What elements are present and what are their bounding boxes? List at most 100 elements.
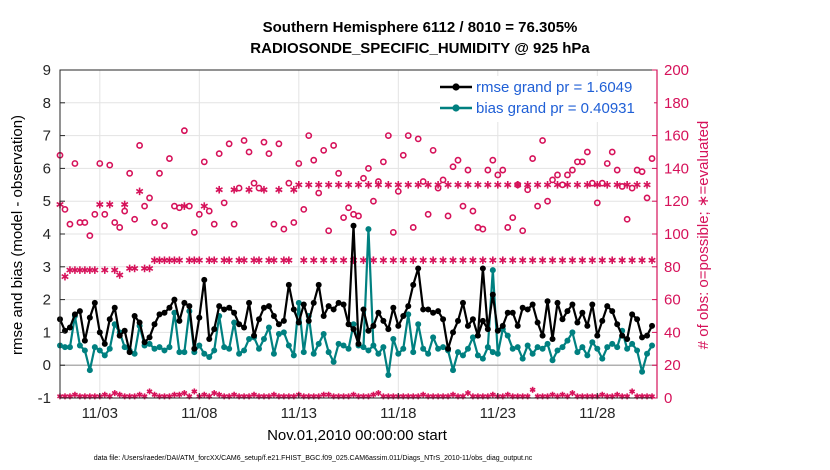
rmse-point	[280, 317, 287, 324]
rmse-point	[131, 313, 138, 319]
rmse-point	[395, 322, 402, 329]
rmse-point	[459, 299, 466, 306]
rmse-point	[211, 326, 218, 333]
bias-point	[156, 344, 163, 351]
obs-evaluated-point	[145, 264, 154, 273]
rmse-point	[350, 326, 357, 333]
y-left-tick-label: 2	[43, 292, 51, 309]
obs-evaluated-point	[305, 181, 313, 189]
bias-point	[146, 340, 153, 347]
bias-point	[310, 350, 317, 357]
obs-possible-point	[534, 202, 541, 210]
bias-point	[101, 352, 108, 359]
bias-point	[211, 347, 218, 354]
obs-evaluated-point	[538, 256, 547, 265]
y-right-tick-label: 100	[664, 226, 689, 243]
obs-evaluated-point	[195, 256, 203, 265]
obs-possible-point	[439, 176, 447, 184]
rmse-point	[450, 329, 457, 336]
bias-point	[599, 355, 606, 362]
obs-possible-point	[260, 138, 268, 146]
rmse-point	[624, 335, 631, 342]
obs-evaluated-point	[275, 185, 283, 194]
obs-evaluated-point	[220, 256, 228, 265]
obs-possible-point	[504, 224, 512, 231]
y-right-tick-label: 0	[664, 390, 672, 407]
bias-point	[614, 344, 621, 351]
rmse-point	[584, 322, 591, 329]
obs-possible-point	[300, 205, 308, 213]
bias-point	[76, 342, 83, 349]
rmse-point	[186, 303, 193, 310]
obs-possible-point	[355, 212, 362, 220]
rmse-point	[410, 281, 417, 288]
y-axis-left-label: rmse and bias (model - observation)	[9, 115, 26, 355]
bias-point	[474, 352, 481, 359]
bias-point	[290, 352, 297, 359]
obs-evaluated-point	[339, 256, 348, 265]
rmse-point	[519, 304, 526, 311]
obs-evaluated-point	[285, 256, 293, 265]
rmse-point	[136, 319, 143, 326]
obs-evaluated-point	[111, 266, 119, 274]
rmse-point	[206, 335, 213, 342]
obs-evaluated-point	[290, 185, 298, 194]
obs-possible-point	[340, 214, 347, 221]
rmse-point	[524, 306, 531, 313]
rmse-point	[340, 301, 347, 308]
rmse-point	[365, 327, 372, 334]
bias-point	[280, 329, 287, 336]
rmse-point	[121, 327, 128, 334]
obs-possible-point	[419, 178, 427, 185]
obs-evaluated-point	[81, 266, 89, 274]
obs-evaluated-point	[573, 181, 582, 189]
obs-evaluated-point	[205, 256, 213, 265]
bias-point	[410, 349, 417, 356]
obs-possible-point	[360, 174, 367, 182]
obs-evaluated-point	[633, 181, 641, 189]
x-tick-label: 11/03	[82, 405, 118, 422]
y-left-tick-label: 6	[43, 160, 51, 177]
rmse-point	[71, 311, 78, 318]
rmse-point	[604, 303, 611, 310]
obs-possible-point	[295, 160, 303, 167]
obs-evaluated-low-point	[370, 391, 377, 398]
bias-point	[221, 344, 228, 351]
obs-evaluated-low-point	[146, 388, 153, 395]
obs-evaluated-point	[454, 181, 462, 189]
bias-peak-point	[489, 267, 496, 274]
bias-point	[61, 344, 68, 351]
obs-evaluated-point	[643, 181, 651, 189]
obs-possible-point	[549, 176, 556, 184]
obs-possible-point	[126, 169, 134, 177]
rmse-point	[445, 345, 452, 352]
bias-point	[584, 352, 591, 359]
obs-evaluated-low-point	[464, 390, 471, 397]
obs-possible-point	[519, 227, 527, 235]
obs-evaluated-point	[61, 272, 69, 281]
obs-possible-point	[379, 158, 387, 166]
bias-point	[96, 347, 103, 354]
bias-point	[459, 352, 466, 359]
obs-evaluated-point	[76, 266, 84, 274]
obs-possible-point	[121, 207, 129, 215]
obs-possible-point	[608, 148, 616, 156]
bias-point	[544, 340, 551, 347]
rmse-point	[275, 321, 282, 328]
rmse-point	[335, 299, 342, 306]
obs-possible-point	[275, 140, 283, 148]
obs-possible-point	[414, 135, 422, 143]
bias-point	[509, 345, 516, 352]
bias-point	[275, 331, 282, 338]
obs-evaluated-point	[116, 271, 124, 279]
bias-point	[609, 340, 616, 347]
obs-evaluated-low-point	[614, 391, 621, 398]
rmse-point	[96, 329, 103, 336]
obs-evaluated-point	[260, 185, 268, 194]
rmse-point	[464, 322, 471, 329]
obs-evaluated-low-point	[191, 388, 198, 395]
obs-possible-point	[96, 160, 104, 167]
obs-evaluated-point	[523, 181, 532, 189]
bias-point	[106, 345, 113, 352]
bias-point	[231, 319, 238, 326]
